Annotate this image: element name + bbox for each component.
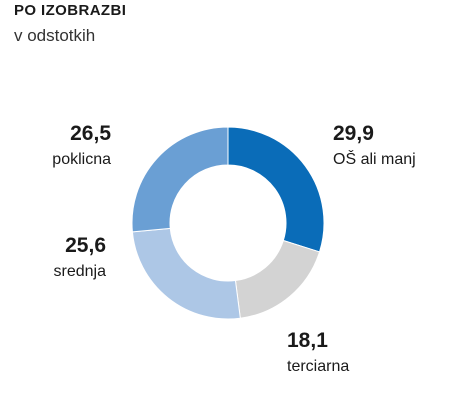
donut-slice-0 [227,126,325,253]
slice-label-terciarna: terciarna [287,358,349,375]
chart-title: PO IZOBRAZBI [14,2,127,19]
slice-value-srednja: 25,6 [65,234,106,257]
donut-slice-3 [131,126,229,233]
slice-label-srednja: srednja [54,263,107,280]
slice-value-terciarna: 18,1 [287,329,328,352]
donut-slices [131,126,325,320]
slice-label-poklicna: poklicna [52,151,111,168]
slice-value-osali-manj: 29,9 [333,122,374,145]
slice-label-osali-manj: OŠ ali manj [333,149,416,168]
chart-subtitle: v odstotkih [14,26,96,45]
donut-slice-2 [131,227,241,320]
slice-value-poklicna: 26,5 [70,122,111,145]
donut-slice-1 [234,239,321,319]
